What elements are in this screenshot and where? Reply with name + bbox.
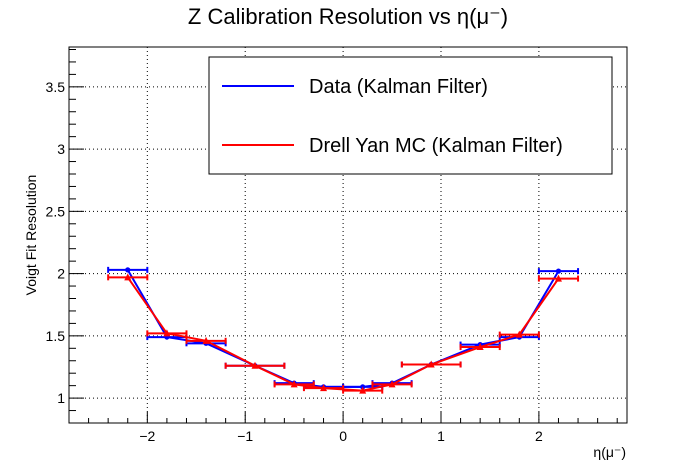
x-tick-label: 1	[437, 428, 445, 444]
legend: Data (Kalman Filter) Drell Yan MC (Kalma…	[208, 56, 613, 175]
series-1	[107, 273, 580, 394]
x-tick-label: −2	[139, 428, 155, 444]
x-tick-label: 2	[535, 428, 543, 444]
y-tick-label: 3	[57, 141, 65, 157]
y-tick-label: 2.5	[46, 203, 66, 219]
x-tick-label: 0	[339, 428, 347, 444]
data-point	[359, 386, 367, 394]
data-point	[320, 384, 328, 392]
x-tick-label: −1	[237, 428, 253, 444]
legend-box	[208, 56, 613, 175]
legend-label-data: Data (Kalman Filter)	[309, 76, 488, 98]
data-point	[427, 360, 435, 368]
data-point	[202, 336, 210, 344]
y-tick-label: 2	[57, 266, 65, 282]
y-axis-label: Voigt Fit Resolution	[23, 175, 39, 296]
data-point	[125, 267, 131, 273]
y-tick-label: 3.5	[46, 79, 66, 95]
y-tick-label: 1.5	[46, 328, 66, 344]
data-point	[290, 380, 298, 388]
data-point	[124, 273, 132, 281]
data-point	[163, 329, 171, 337]
data-point	[388, 380, 396, 388]
data-point	[515, 330, 523, 338]
x-axis-label: η(μ⁻)	[593, 444, 626, 460]
y-tick-label: 1	[57, 390, 65, 406]
data-point	[554, 274, 562, 282]
data-point	[251, 361, 259, 369]
axis-ticks: −2 −1 0 1 2 1 1.5 2 2.5 3 3.5	[46, 48, 618, 444]
data-point	[476, 343, 484, 351]
series-layer	[107, 266, 580, 394]
data-point	[555, 268, 562, 274]
legend-label-mc: Drell Yan MC (Kalman Filter)	[309, 135, 563, 157]
chart-title: Z Calibration Resolution vs η(μ⁻)	[188, 4, 508, 29]
